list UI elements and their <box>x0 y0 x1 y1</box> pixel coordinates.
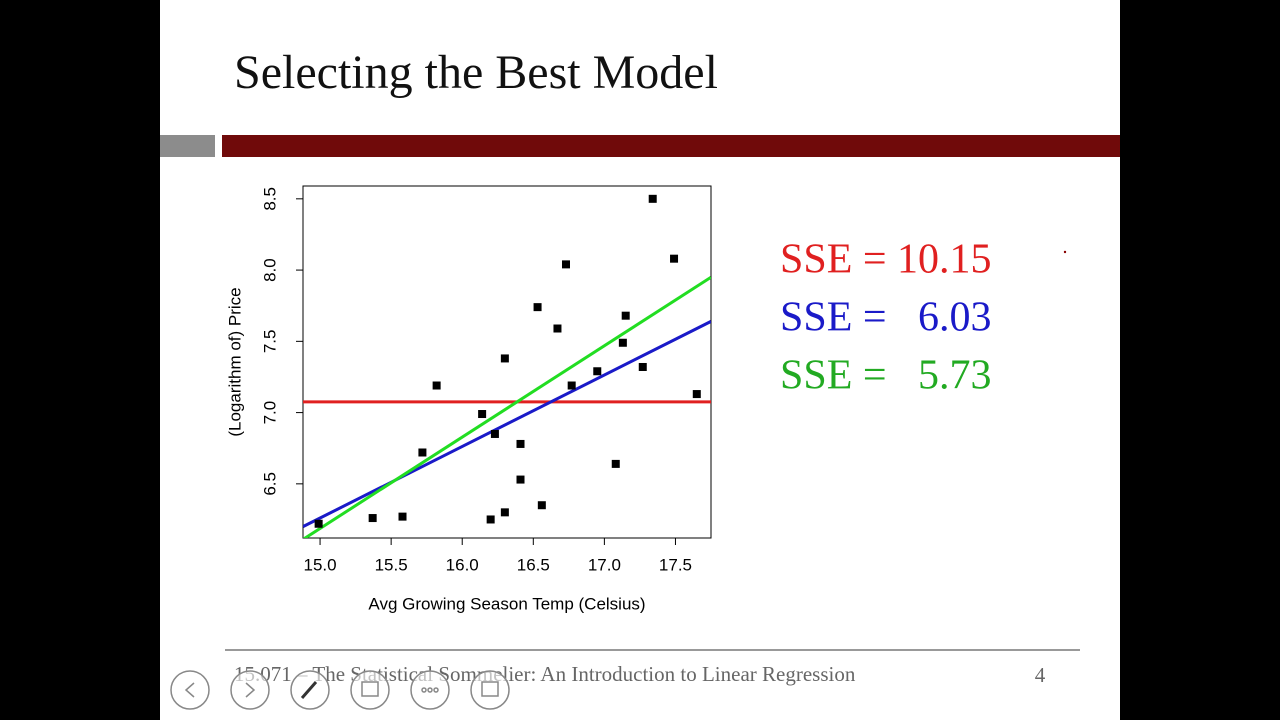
dot <box>427 687 433 693</box>
sse-label: SSE = 5.73 <box>780 353 992 399</box>
x-tick-label: 15.0 <box>304 555 337 574</box>
x-tick-label: 16.0 <box>446 555 479 574</box>
point <box>567 381 576 390</box>
y-tick-label: 7.0 <box>260 401 279 425</box>
y-tick-label: 7.5 <box>260 330 279 354</box>
fit-line <box>303 275 711 538</box>
point <box>537 501 546 510</box>
pointer-button[interactable] <box>350 670 390 710</box>
cursor-dot <box>1063 250 1067 254</box>
pointer-icon <box>361 681 379 697</box>
point <box>638 362 647 371</box>
dot <box>433 687 439 693</box>
next-icon <box>245 682 256 698</box>
slide-title: Selecting the Best Model <box>234 46 718 99</box>
point <box>490 429 499 438</box>
prev-icon <box>184 682 195 698</box>
x-tick-label: 16.5 <box>517 555 550 574</box>
point <box>516 439 525 448</box>
red-bar <box>222 135 1120 157</box>
y-tick-label: 6.5 <box>260 472 279 496</box>
point <box>648 194 657 203</box>
point <box>500 508 509 517</box>
x-tick-label: 15.5 <box>375 555 408 574</box>
point <box>533 303 542 312</box>
x-axis-title: Avg Growing Season Temp (Celsius) <box>368 594 645 613</box>
point <box>611 459 620 468</box>
point <box>670 254 679 263</box>
point <box>500 354 509 363</box>
y-axis-title: (Logarithm of) Price <box>225 287 244 436</box>
more-button[interactable] <box>410 670 450 710</box>
page-number: 4 <box>1035 663 1046 687</box>
x-tick-label: 17.5 <box>659 555 692 574</box>
sse-label: SSE = 6.03 <box>780 295 992 341</box>
point <box>486 515 495 524</box>
player-controls <box>170 670 510 710</box>
point <box>618 338 627 347</box>
point <box>553 324 562 333</box>
point <box>432 381 441 390</box>
x-tick-label: 17.0 <box>588 555 621 574</box>
grey-bar <box>160 135 215 157</box>
y-tick-label: 8.5 <box>260 187 279 211</box>
footer: 15.071 – The Statistical Sommelier: An I… <box>234 662 856 686</box>
fit-line <box>303 320 711 528</box>
point <box>418 448 427 457</box>
point <box>398 512 407 521</box>
y-tick-label: 8.0 <box>260 258 279 282</box>
point <box>621 311 630 320</box>
sse-label: SSE = 10.15 <box>780 237 992 283</box>
screen-button[interactable] <box>470 670 510 710</box>
point <box>516 475 525 484</box>
dot <box>421 687 427 693</box>
point <box>478 410 487 419</box>
point <box>314 519 323 528</box>
point <box>692 390 701 399</box>
point <box>593 367 602 376</box>
next-button[interactable] <box>230 670 270 710</box>
plot-frame <box>302 185 712 539</box>
point <box>561 260 570 269</box>
prev-button[interactable] <box>170 670 210 710</box>
screen-icon <box>481 681 499 697</box>
point <box>368 514 377 523</box>
slide <box>160 0 1120 720</box>
pen-icon <box>300 681 318 699</box>
